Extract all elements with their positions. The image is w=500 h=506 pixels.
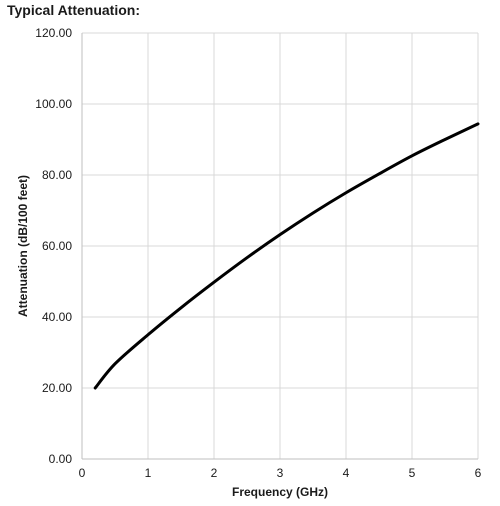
tick-labels: 0 1 2 3 4 5 60.0020.0040.0060.0080.00100.00120…: [35, 26, 481, 480]
grid-lines: [82, 32, 478, 459]
y-tick-label-2: 40.00: [42, 310, 72, 324]
x-tick-label-1: 1: [145, 466, 152, 480]
x-axis-label: Frequency (GHz): [232, 485, 328, 499]
y-tick-label-6: 120.00: [35, 26, 72, 40]
x-tick-label-4: 4: [343, 466, 350, 480]
x-tick-label-3: 3: [277, 466, 284, 480]
series-layer: [93, 122, 480, 390]
y-axis-label: Attenuation (dB/100 feet): [16, 175, 30, 317]
chart-title: Typical Attenuation:: [7, 2, 140, 18]
y-tick-label-3: 60.00: [42, 239, 72, 253]
x-tick-label-5: 5: [409, 466, 416, 480]
x-tick-label-2: 2: [211, 466, 218, 480]
x-tick-label-0: 0: [79, 466, 86, 480]
series-line-0: [93, 122, 480, 390]
y-tick-label-5: 100.00: [35, 97, 72, 111]
y-tick-label-4: 80.00: [42, 168, 72, 182]
y-tick-label-1: 20.00: [42, 381, 72, 395]
plot-frame: [81, 33, 479, 460]
x-tick-label-6: 6: [475, 466, 482, 480]
y-tick-label-0: 0.00: [49, 452, 73, 466]
